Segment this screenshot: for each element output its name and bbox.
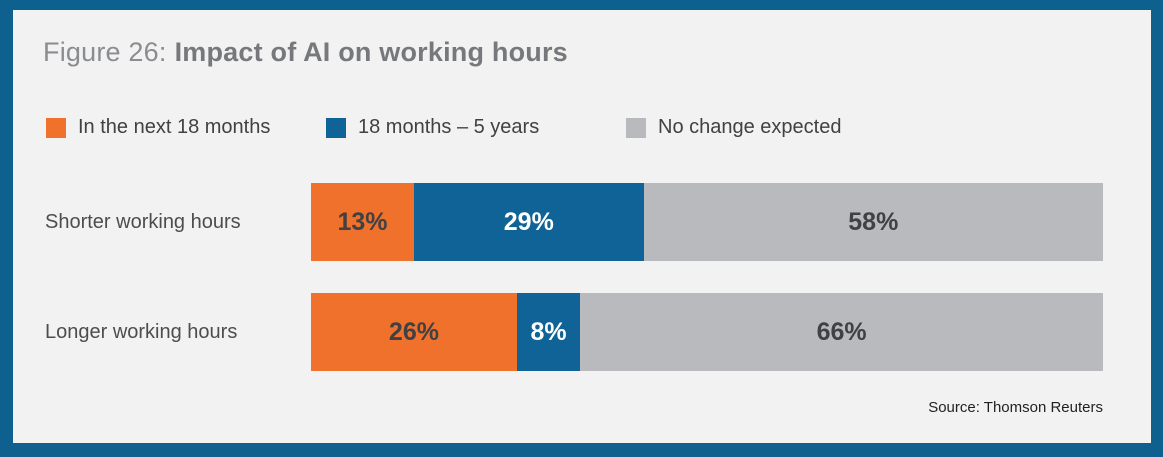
legend-swatch-blue: [326, 117, 346, 138]
legend-swatch-gray: [626, 117, 646, 138]
segment-value-label: 29: [504, 208, 554, 237]
bar-longer-working-hours: 26 8 66: [311, 293, 1103, 371]
figure-panel: Figure 26: Impact of AI on working hours …: [13, 10, 1151, 443]
bar-segment-longer-next-18-months: 26: [311, 293, 517, 371]
bar-segment-shorter-no-change: 58: [643, 183, 1103, 261]
legend-item-next-18-months: In the next 18 months: [46, 116, 326, 139]
figure-title: Figure 26: Impact of AI on working hours: [43, 37, 568, 68]
segment-value-label: 58: [848, 208, 898, 237]
bar-row-longer-working-hours: Longer working hours 26 8 66: [45, 293, 1103, 371]
legend: In the next 18 months 18 months – 5 year…: [46, 116, 841, 139]
category-label-shorter-working-hours: Shorter working hours: [45, 210, 241, 233]
segment-value-label: 66: [817, 318, 867, 347]
bar-segment-shorter-next-18-months: 13: [311, 183, 414, 261]
source-note: Source: Thomson Reuters: [928, 399, 1103, 416]
segment-value-label: 26: [389, 318, 439, 347]
segment-value-label: 8: [531, 318, 567, 347]
bar-shorter-working-hours: 13 29 58: [311, 183, 1103, 261]
segment-value-label: 13: [337, 208, 387, 237]
legend-swatch-orange: [46, 117, 66, 138]
category-label-longer-working-hours: Longer working hours: [45, 320, 238, 343]
bar-row-shorter-working-hours: Shorter working hours 13 29 58: [45, 183, 1103, 261]
figure-title-text: Impact of AI on working hours: [174, 37, 568, 67]
bar-segment-shorter-18-months-5-years: 29: [413, 183, 644, 261]
legend-label-18-months-5-years: 18 months – 5 years: [358, 116, 540, 138]
legend-label-no-change: No change expected: [658, 116, 842, 138]
bar-segment-longer-18-months-5-years: 8: [516, 293, 581, 371]
figure-number: Figure 26:: [43, 37, 167, 67]
legend-label-next-18-months: In the next 18 months: [78, 116, 271, 138]
legend-item-18-months-5-years: 18 months – 5 years: [326, 116, 626, 139]
legend-item-no-change: No change expected: [626, 116, 841, 139]
bar-segment-longer-no-change: 66: [580, 293, 1103, 371]
